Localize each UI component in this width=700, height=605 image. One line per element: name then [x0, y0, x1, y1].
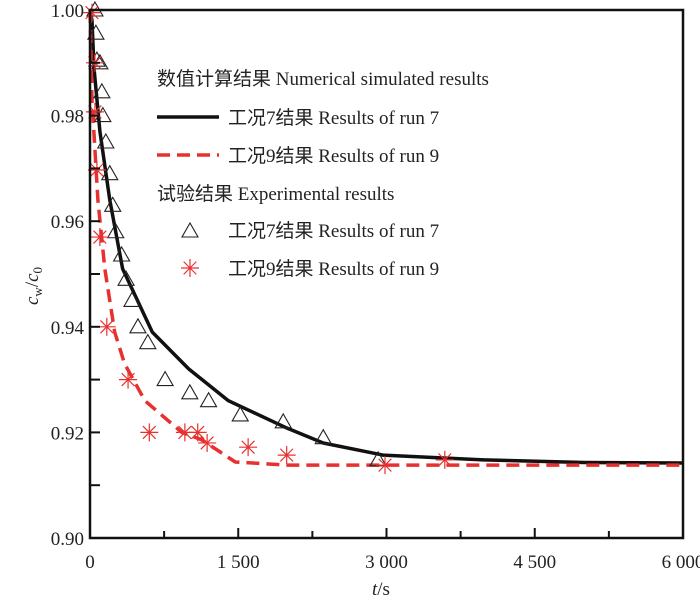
- x-tick-label: 4 500: [513, 552, 556, 573]
- run9-experimental-point: [435, 450, 454, 469]
- y-tick-label: 0.94: [51, 318, 85, 339]
- asterisk-stroke: [200, 436, 214, 450]
- legend-triangle: [181, 221, 199, 238]
- asterisk-stroke: [85, 5, 99, 20]
- run9-experimental-point: [140, 423, 159, 442]
- x-axis-title-var: t: [372, 579, 378, 600]
- asterisk-stroke: [183, 261, 197, 275]
- axis-ticks: 0 1 500 3 000 4 500 6 000 0.90 0.92 0.94 0.96 0.9…: [51, 1, 700, 573]
- run7-experimental-point: [123, 291, 141, 307]
- y-tick-label: 0.96: [51, 212, 84, 233]
- run9-experimental-point: [188, 423, 207, 442]
- run7-experimental-point: [199, 391, 218, 408]
- asterisk-stroke: [279, 448, 294, 462]
- asterisk-stroke: [378, 458, 392, 472]
- legend-asterisk: [181, 259, 199, 277]
- run7-experimental-point: [92, 82, 111, 99]
- run9-experimental-point: [97, 317, 116, 336]
- legend-run7-numerical: 工况7结果 Results of run 7: [228, 107, 439, 129]
- asterisk-stroke: [100, 320, 114, 334]
- y-axis-title-c0: c: [22, 273, 43, 282]
- y-axis-title-c: c: [22, 296, 43, 305]
- run7-experimental-point: [128, 317, 147, 334]
- x-tick-label: 1 500: [217, 552, 260, 573]
- run9-experimental-point: [198, 433, 217, 452]
- run7-experimental-point: [87, 51, 106, 67]
- run9-experimental-point: [82, 3, 101, 22]
- x-tick-label: 6 000: [662, 552, 700, 573]
- run9-experimental-point: [376, 456, 395, 475]
- run9-experimental-point: [87, 160, 106, 179]
- run7-experimental-point: [96, 132, 115, 149]
- asterisk-stroke: [93, 230, 107, 244]
- asterisk-stroke: [121, 372, 135, 387]
- run9-experimental-point: [277, 446, 296, 465]
- run7-experimental-point: [180, 383, 199, 400]
- legend-run9-experimental: 工况9结果 Results of run 9: [228, 258, 439, 280]
- run7-experimental-point: [156, 370, 175, 387]
- y-axis-title-slash: /: [22, 281, 43, 287]
- run9-experimental-point: [90, 228, 109, 247]
- run7-experimental-point: [112, 245, 131, 262]
- asterisk-stroke: [178, 425, 192, 440]
- x-tick-label: 3 000: [365, 552, 408, 573]
- y-axis-title-sub-0: 0: [30, 267, 45, 274]
- asterisk-stroke: [142, 425, 157, 440]
- legend-group-numerical-title: 数值计算结果 Numerical simulated results: [157, 68, 489, 90]
- run9-experimental-point: [239, 438, 258, 457]
- legend-run7-experimental: 工况7结果 Results of run 7: [228, 220, 439, 242]
- plot-marks: [82, 0, 684, 475]
- run7-experimental-point: [106, 222, 125, 239]
- y-axis-title: cw/c0: [22, 267, 45, 305]
- y-tick-label: 0.98: [51, 107, 84, 128]
- y-tick-label: 0.90: [51, 529, 84, 550]
- run7-experimental-point: [100, 164, 119, 181]
- run7-numerical-line: [88, 9, 684, 465]
- asterisk-stroke: [90, 163, 104, 177]
- run9-experimental-point: [119, 370, 138, 389]
- x-tick-label: 0: [85, 552, 95, 573]
- asterisk-stroke: [241, 440, 255, 454]
- y-axis-title-sub-w: w: [30, 287, 45, 297]
- run7-experimental-point: [274, 412, 293, 429]
- run7-experimental-point: [369, 450, 388, 467]
- legend-run9-numerical: 工况9结果 Results of run 9: [228, 145, 439, 167]
- x-axis-title-unit: /s: [377, 579, 390, 600]
- y-tick-label: 1.00: [51, 1, 84, 22]
- legend-group-experimental-title: 试验结果 Experimental results: [157, 183, 394, 205]
- run7-experimental-point: [138, 333, 157, 350]
- x-axis-title: t/s: [372, 579, 390, 600]
- legend-asterisk-marker: [181, 259, 199, 277]
- run7-experimental-point: [314, 428, 333, 445]
- run7-experimental-point: [231, 405, 250, 422]
- legend: 数值计算结果 Numerical simulated results 工况7结果…: [157, 68, 489, 280]
- run7-experimental-point: [103, 196, 122, 212]
- run9-experimental-point: [85, 102, 104, 121]
- asterisk-stroke: [190, 425, 205, 440]
- run9-experimental-point: [175, 423, 194, 442]
- run7-experimental-point: [86, 24, 105, 40]
- legend-triangle-marker: [181, 221, 199, 238]
- asterisk-stroke: [438, 453, 452, 467]
- run7-experimental-point: [117, 270, 136, 286]
- y-tick-label: 0.92: [51, 423, 84, 444]
